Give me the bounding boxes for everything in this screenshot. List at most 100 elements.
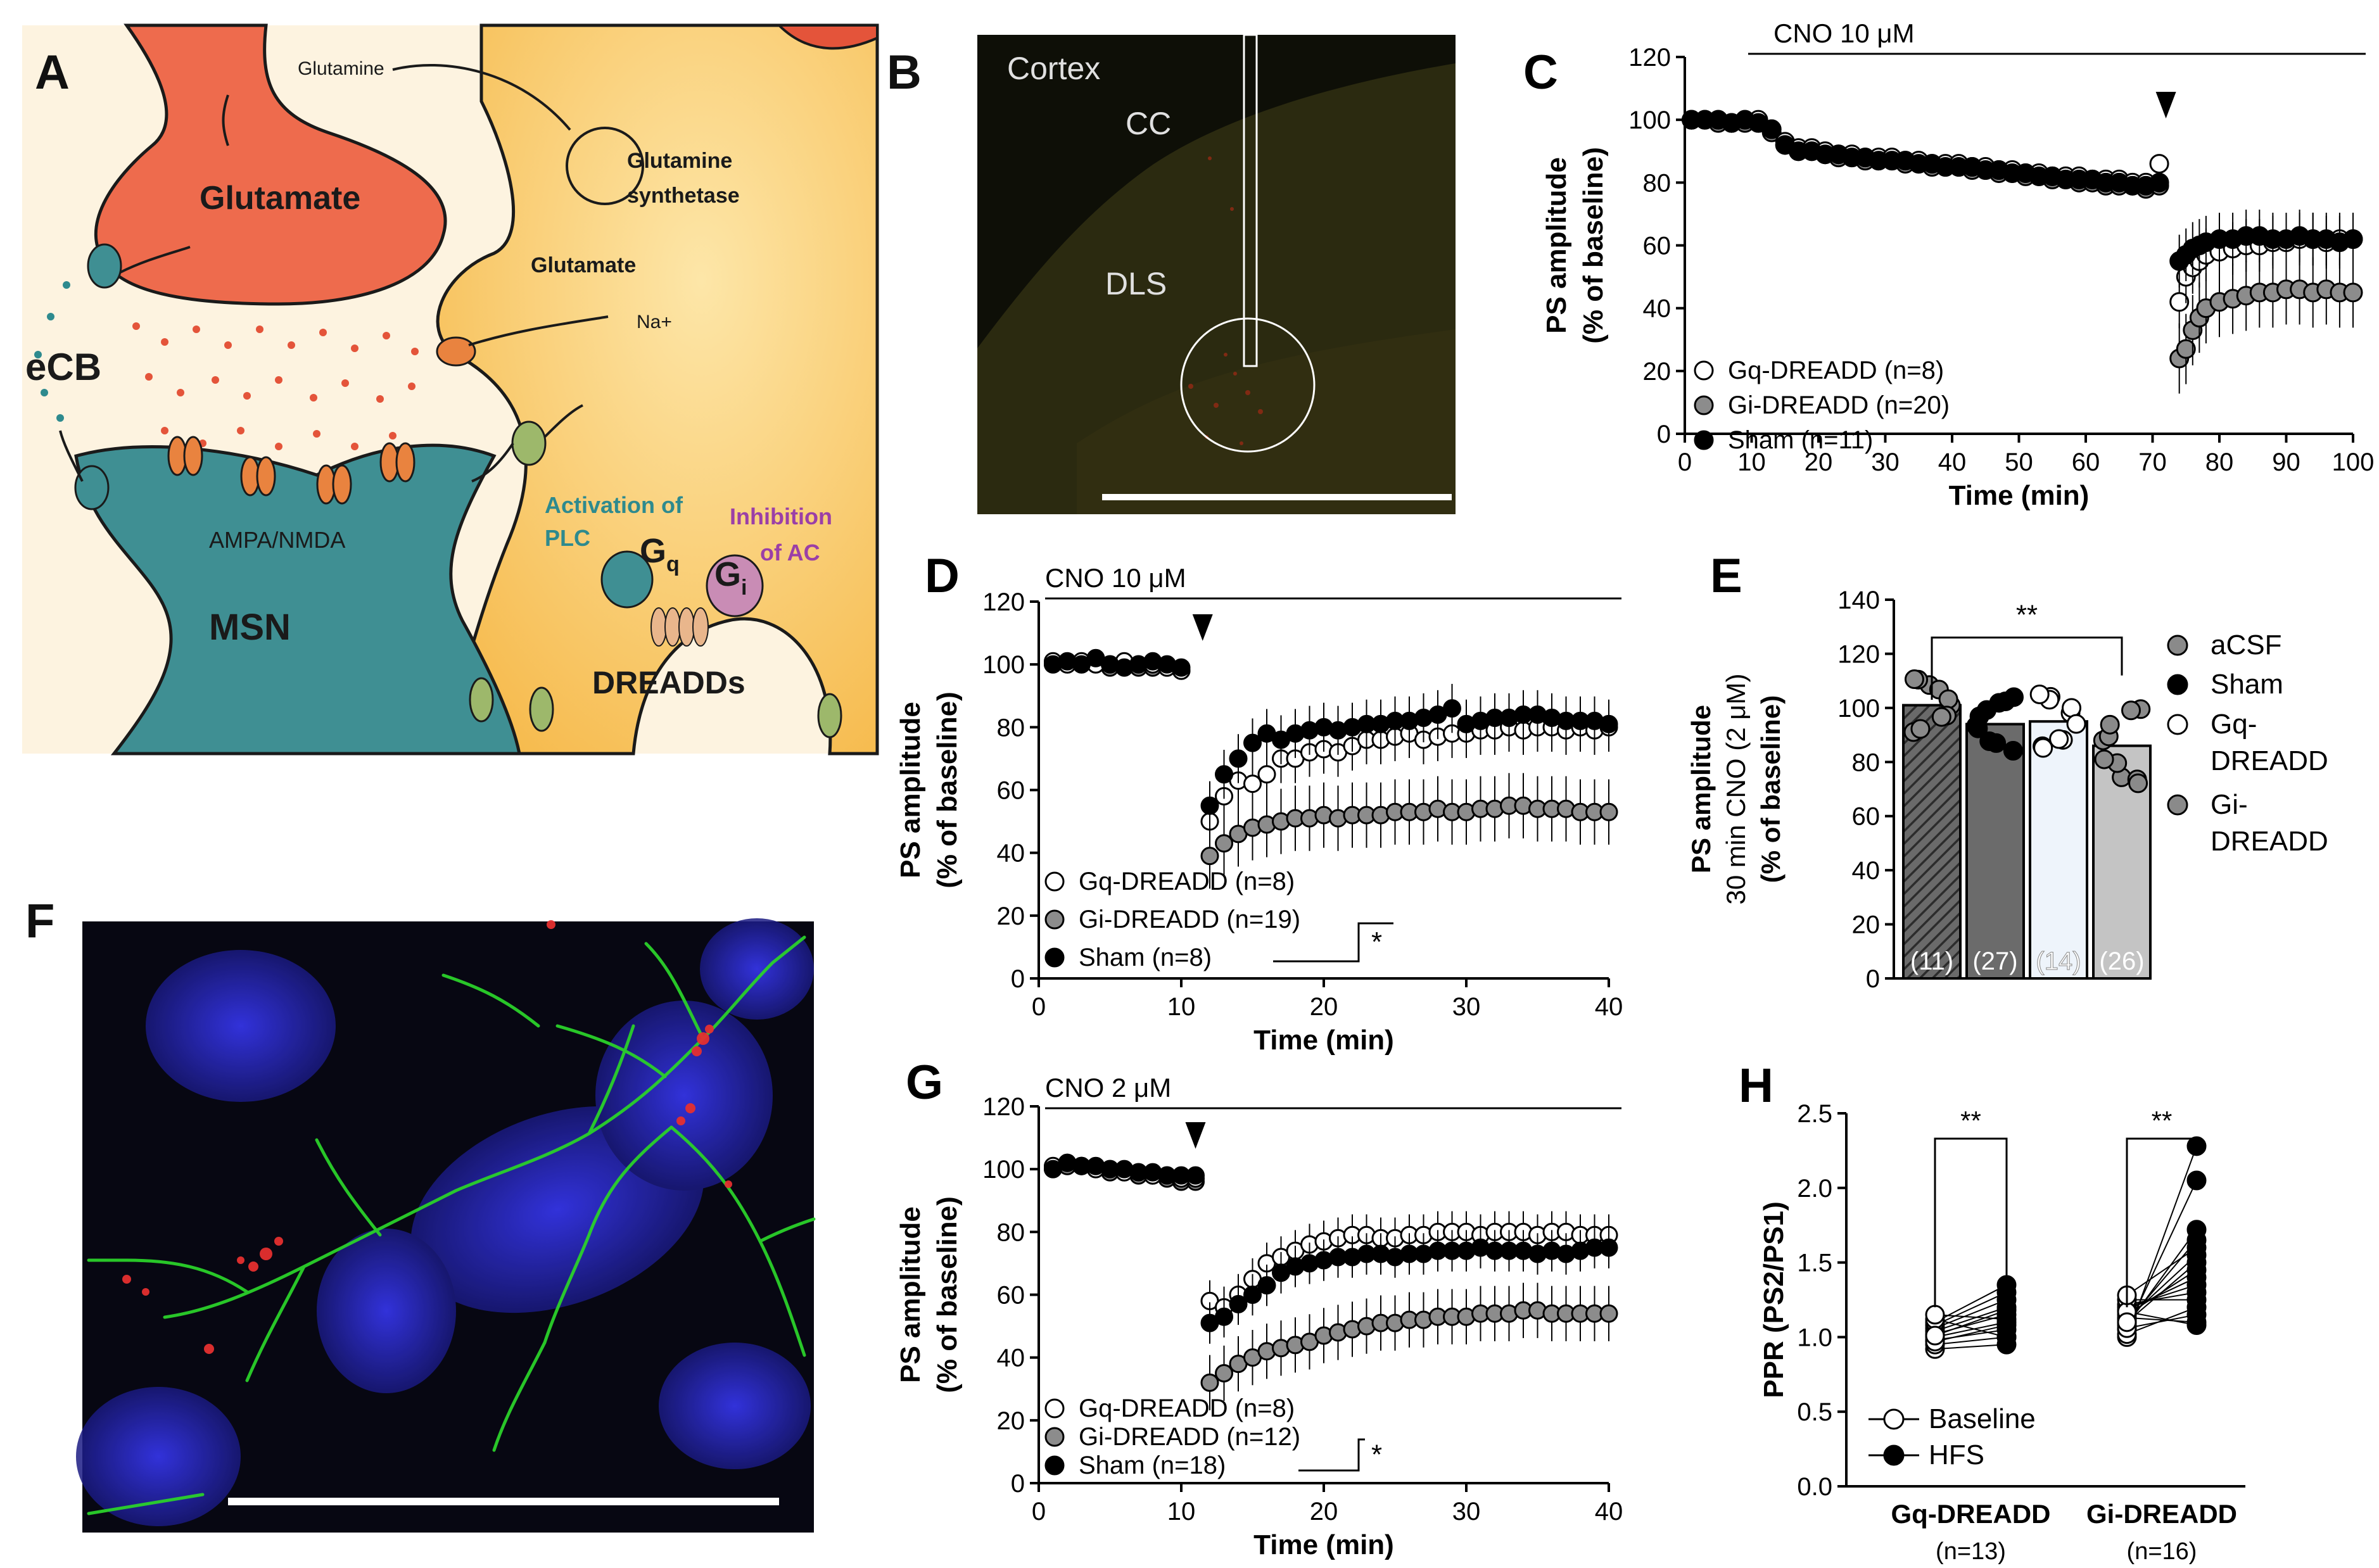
y-tick-label: 2.0 xyxy=(1797,1175,1832,1203)
legend-marker xyxy=(2167,674,2188,695)
y-tick-label: 0 xyxy=(1011,1470,1025,1498)
y-tick-label: 80 xyxy=(1852,749,1881,776)
paired-line xyxy=(1934,1310,2007,1336)
panel-letter-f: F xyxy=(25,894,54,948)
significance-bracket xyxy=(2126,1137,2198,1308)
paired-line xyxy=(2126,1261,2197,1323)
paired-line xyxy=(1934,1321,2007,1338)
legend-marker xyxy=(1883,1445,1905,1466)
significance-bracket xyxy=(1934,1137,2008,1308)
x-tick-label: 0 xyxy=(1032,993,1046,1021)
x-tick-label: 40 xyxy=(1595,993,1623,1021)
panel-e-chart: 0 20 40 60 80 100 120 140 (11) (27) (14) (26) ** PS a… xyxy=(1686,549,2328,993)
bar-data-point xyxy=(1938,689,1958,709)
x-tick-label: 0 xyxy=(1032,1498,1046,1526)
y-tick-label: 20 xyxy=(997,1407,1025,1435)
legend-label: Gi- xyxy=(2211,789,2248,820)
significance-bracket xyxy=(1931,636,2123,700)
ecb-label: eCB xyxy=(25,346,101,388)
bar-n-label: (26) xyxy=(2099,947,2144,975)
data-point xyxy=(1599,802,1618,821)
data-point xyxy=(2343,282,2363,303)
legend-label: DREADD xyxy=(2211,745,2328,776)
y-axis-label-ylabel_1: PS amplitude xyxy=(1686,705,1716,873)
ampa-nmda-label: AMPA/NMDA xyxy=(209,527,345,553)
legend-marker xyxy=(1044,947,1065,968)
arrowhead-marker xyxy=(2155,92,2176,118)
legend-marker xyxy=(1044,1427,1065,1447)
data-point xyxy=(1186,1166,1205,1185)
x-tick-label: 20 xyxy=(1310,993,1338,1021)
bar-data-point xyxy=(1986,733,2007,753)
baseline-point xyxy=(1925,1305,1945,1325)
y-tick-label: 1.5 xyxy=(1797,1249,1832,1277)
bar-data-point xyxy=(2033,738,2053,758)
data-point xyxy=(1229,749,1248,768)
legend-marker xyxy=(2167,794,2188,816)
y-axis-label-line2: (% of baseline) xyxy=(932,692,963,888)
gi-label: Gi xyxy=(714,555,747,600)
y-axis-label-line1: PS amplitude xyxy=(1541,157,1572,334)
panel-letter-d: D xyxy=(925,549,960,603)
paired-line xyxy=(2126,1277,2197,1311)
cortex-label: Cortex xyxy=(1007,51,1100,86)
y-tick-label: 100 xyxy=(982,1156,1025,1184)
x-tick-label: 60 xyxy=(2072,448,2100,476)
bar-data-point xyxy=(2094,749,2114,769)
data-point xyxy=(1200,796,1219,815)
y-tick-label: 120 xyxy=(1628,44,1671,72)
y-tick-label: 60 xyxy=(1643,232,1672,260)
y-tick-label: 60 xyxy=(1852,803,1881,831)
significance-marker: ** xyxy=(1960,1106,1981,1135)
legend-label: Gq- xyxy=(2211,709,2257,740)
ac-label-2: of AC xyxy=(760,540,820,566)
legend-label: HFS xyxy=(1929,1439,1984,1470)
panel-c-chart: 0 20 40 60 80 100 120 0 10 20 30 40 50 60 70 80 90 100 Tim… xyxy=(1523,18,2374,511)
panel-h-chart: 0.0 0.5 1.0 1.5 2.0 2.5 PPR (PS2/PS1) H Gq-DREAD… xyxy=(1739,1059,2245,1565)
paired-line xyxy=(2126,1284,2197,1308)
paired-line xyxy=(2126,1247,2197,1296)
bar-data-point xyxy=(1969,706,1989,726)
y-tick-label: 40 xyxy=(1643,295,1672,323)
data-point xyxy=(1243,1286,1262,1304)
hfs-point xyxy=(2186,1170,2207,1191)
drug-label: CNO 10 μM xyxy=(1773,18,1915,48)
paired-line xyxy=(2126,1306,2197,1335)
bar-data-point xyxy=(2128,773,2148,793)
y-tick-label: 80 xyxy=(997,1218,1025,1246)
x-tick-label: 20 xyxy=(1310,1498,1338,1526)
gq-label: Gq xyxy=(640,532,680,576)
y-axis-label-line1: PS amplitude xyxy=(895,702,926,878)
glutamate-terminal-label: Glutamate xyxy=(200,180,360,217)
bar-n-label: (27) xyxy=(1972,947,2017,975)
x-axis-label: Time (min) xyxy=(1949,480,2090,511)
paired-line xyxy=(1934,1314,2007,1320)
x-tick-label: 40 xyxy=(1938,448,1967,476)
x-tick-label: 10 xyxy=(1167,1498,1196,1526)
data-point xyxy=(1243,775,1262,793)
y-tick-label: 40 xyxy=(997,840,1025,868)
x-tick-label: 10 xyxy=(1737,448,1766,476)
x-tick-label: 0 xyxy=(1678,448,1692,476)
legend-label: Sham (n=8) xyxy=(1079,944,1212,971)
baseline-point xyxy=(2117,1312,2137,1332)
x-axis-label: Time (min) xyxy=(1253,1529,1394,1560)
bar-data-point xyxy=(2100,714,2120,735)
group-label: Gi-DREADD xyxy=(2086,1499,2237,1529)
significance-bracket xyxy=(1298,1438,1365,1472)
x-tick-label: 30 xyxy=(1452,993,1481,1021)
panel-b-micrograph: Cortex CC DLS B xyxy=(887,34,1456,514)
y-tick-label: 0 xyxy=(1657,420,1671,448)
bar-acsf xyxy=(1902,704,1962,980)
panel-d-chart: 0 20 40 60 80 100 120 0 10 20 30 40 Time (min) PS amp… xyxy=(895,549,1623,1056)
x-tick-label: 40 xyxy=(1595,1498,1623,1526)
y-tick-label: 100 xyxy=(982,651,1025,679)
hfs-point xyxy=(2186,1315,2207,1336)
x-tick-label: 100 xyxy=(2332,448,2375,476)
y-tick-label: 20 xyxy=(1643,358,1672,386)
legend-label: Gq-DREADD (n=8) xyxy=(1079,1394,1295,1422)
legend-label: Sham (n=18) xyxy=(1079,1451,1226,1479)
y-tick-label: 100 xyxy=(1837,695,1880,723)
y-tick-label: 0 xyxy=(1011,965,1025,993)
drug-label: CNO 2 μM xyxy=(1045,1073,1171,1103)
